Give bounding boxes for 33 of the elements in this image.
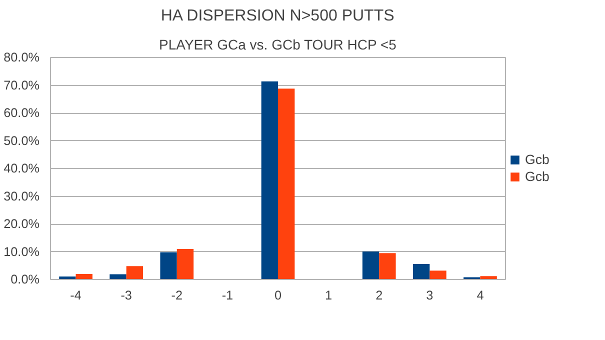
bar [110, 274, 126, 280]
x-tick-label: 2 [376, 288, 383, 302]
bar [430, 270, 446, 280]
y-tick-label: 80.0% [4, 50, 40, 64]
y-tick-label: 60.0% [4, 106, 40, 120]
bar [278, 88, 295, 280]
bar [261, 81, 278, 280]
y-tick-label: 50.0% [4, 134, 40, 148]
chart-title: HA DISPERSION N>500 PUTTS [160, 8, 394, 24]
bar [480, 276, 497, 280]
bar [412, 264, 430, 280]
x-tick-label: 3 [426, 288, 434, 302]
legend-label: Gcb [525, 152, 550, 167]
bar [362, 251, 380, 280]
x-tick-label: 1 [325, 288, 332, 302]
y-tick-label: 20.0% [4, 217, 40, 231]
y-tick-label: 0.0% [10, 272, 40, 286]
bar [126, 266, 144, 280]
y-tick-label: 70.0% [4, 78, 40, 92]
x-tick-label: -4 [70, 288, 82, 302]
y-tick-label: 10.0% [4, 244, 40, 259]
x-tick-label: -2 [171, 288, 183, 302]
y-tick-label: 40.0% [4, 162, 40, 176]
legend-label: Gcb [525, 169, 550, 184]
bar [160, 252, 177, 280]
y-tick-label: 30.0% [4, 189, 40, 204]
bar [379, 253, 396, 280]
bar [176, 248, 194, 280]
x-tick-label: -1 [222, 288, 234, 302]
x-tick-label: -3 [120, 288, 132, 302]
x-tick-label: 0 [274, 288, 282, 302]
chart-subtitle: PLAYER GCa vs. GCb TOUR HCP <5 [159, 36, 397, 52]
x-tick-label: 4 [476, 288, 484, 302]
